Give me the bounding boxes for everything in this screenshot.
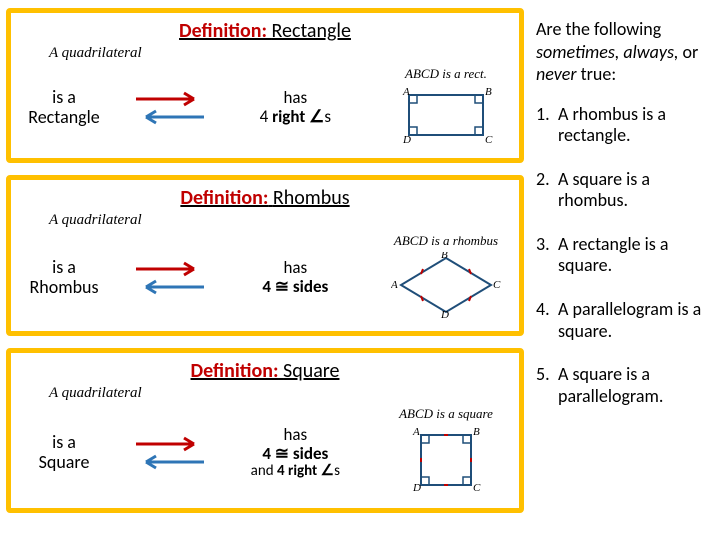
fig-caption: ABCD is a square xyxy=(381,406,511,422)
arrows xyxy=(130,91,210,125)
card-row: is a Square has 4 ≅ sides and 4 right ∠s xyxy=(19,406,511,500)
shape-label: Rectangle xyxy=(272,19,351,43)
svg-text:A: A xyxy=(391,279,398,291)
card-title: Definition: Rhombus xyxy=(19,186,511,210)
svg-text:C: C xyxy=(473,482,481,494)
question-item: 2.A square is a rhombus. xyxy=(536,169,714,212)
isa-line2: Rectangle xyxy=(19,108,109,128)
svg-text:B: B xyxy=(485,86,492,98)
svg-text:C: C xyxy=(485,134,493,145)
fig-caption: ABCD is a rhombus xyxy=(381,233,511,249)
arrow-left-icon xyxy=(134,109,206,125)
quad-label: A quadrilateral xyxy=(49,212,511,229)
svg-text:D: D xyxy=(402,134,411,145)
fig-caption: ABCD is a rect. xyxy=(381,66,511,82)
svg-text:D: D xyxy=(412,482,421,494)
has-block: has 4 ≅ sides xyxy=(230,259,360,296)
question-head: Are the following sometimes, always, or … xyxy=(536,18,714,86)
arrows xyxy=(130,436,210,470)
isa-line2: Rhombus xyxy=(19,278,109,298)
svg-text:A: A xyxy=(412,426,420,438)
isa-line2: Square xyxy=(19,453,109,473)
shape-label: Rhombus xyxy=(273,186,350,210)
card-row: is a Rhombus has 4 ≅ sides ABCD is a rho… xyxy=(19,233,511,323)
has-block: has 4 ≅ sides and 4 right ∠s xyxy=(230,426,360,480)
has-line3: and 4 right ∠s xyxy=(230,463,360,480)
def-label: Definition: xyxy=(191,359,279,383)
card-rhombus: Definition: Rhombus A quadrilateral is a… xyxy=(6,175,524,336)
has-line2: 4 ≅ sides xyxy=(230,278,360,297)
isa-block: is a Square xyxy=(19,433,109,473)
svg-text:B: B xyxy=(441,252,448,261)
questions-panel: Are the following sometimes, always, or … xyxy=(530,0,720,540)
card-title: Definition: Square xyxy=(19,359,511,383)
question-item: 3.A rectangle is a square. xyxy=(536,234,714,277)
svg-text:A: A xyxy=(402,86,410,98)
figure-rectangle: ABCD is a rect. A B C D xyxy=(381,66,511,150)
def-label: Definition: xyxy=(179,19,267,43)
svg-text:D: D xyxy=(440,309,449,318)
has-line2: 4 right ∠s xyxy=(230,108,360,127)
arrow-left-icon xyxy=(134,279,206,295)
arrow-right-icon xyxy=(134,436,206,452)
square-svg: A B C D xyxy=(401,425,491,495)
rhombus-svg: B C D A xyxy=(391,252,501,318)
card-square: Definition: Square A quadrilateral is a … xyxy=(6,348,524,513)
card-title: Definition: Rectangle xyxy=(19,19,511,43)
rectangle-svg: A B C D xyxy=(391,85,501,145)
isa-block: is a Rhombus xyxy=(19,258,109,298)
arrows xyxy=(130,261,210,295)
svg-text:B: B xyxy=(473,426,480,438)
question-item: 1.A rhombus is a rectangle. xyxy=(536,104,714,147)
arrow-right-icon xyxy=(134,261,206,277)
figure-square: ABCD is a square A B C D xyxy=(381,406,511,500)
arrow-right-icon xyxy=(134,91,206,107)
has-line2: 4 ≅ sides xyxy=(230,445,360,464)
card-row: is a Rectangle has 4 right ∠s ABCD is a … xyxy=(19,66,511,150)
has-block: has 4 right ∠s xyxy=(230,89,360,126)
arrow-left-icon xyxy=(134,454,206,470)
svg-text:C: C xyxy=(493,279,501,291)
card-rectangle: Definition: Rectangle A quadrilateral is… xyxy=(6,8,524,163)
def-label: Definition: xyxy=(180,186,268,210)
isa-block: is a Rectangle xyxy=(19,88,109,128)
figure-rhombus: ABCD is a rhombus B C D A xyxy=(381,233,511,323)
quad-label: A quadrilateral xyxy=(49,45,511,62)
question-item: 5.A square is a parallelogram. xyxy=(536,364,714,407)
shape-label: Square xyxy=(283,359,339,383)
quad-label: A quadrilateral xyxy=(49,385,511,402)
question-item: 4.A parallelogram is a square. xyxy=(536,299,714,342)
